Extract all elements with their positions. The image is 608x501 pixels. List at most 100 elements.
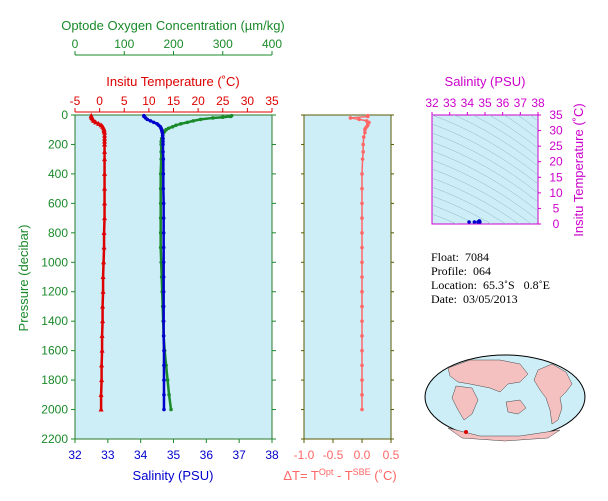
temperature-point [102,132,108,138]
axis-tick-label: 10 [142,94,156,108]
ts-xtick-label: 36 [496,96,510,110]
salinity-point [161,172,166,176]
temperature-axis-title: Insitu Temperature (˚C) [106,74,239,89]
salinity-tick-label: 38 [265,448,279,462]
salinity-tick-label: 36 [200,448,214,462]
float-location-marker [464,430,468,434]
pressure-tick-label: 800 [48,226,68,240]
delta-t-point [360,157,365,161]
temperature-point [99,377,105,383]
salinity-point [148,119,153,123]
salinity-tick-label: 37 [232,448,246,462]
oxygen-point [158,216,163,220]
temperature-point [96,120,102,126]
salinity-point [161,334,166,338]
oxygen-axis-title: Optode Oxygen Concentration (µm/kg) [61,18,285,33]
oxygen-point [185,120,190,125]
delta-t-point [360,275,364,279]
oxygen-point [198,117,203,122]
density-contour [432,213,458,224]
axis-tick-label: 30 [241,94,255,108]
salinity-tick-label: 35 [167,448,181,462]
salinity-tick-label: 33 [101,448,115,462]
delta-t-point [360,304,364,309]
delta-t-tick-label: -1.0 [294,448,315,462]
oxygen-point [220,115,225,120]
temperature-point [100,274,106,279]
delta-t-point [361,150,365,154]
pressure-tick-label: 0 [61,108,68,122]
delta-t-point [360,334,364,338]
salinity-point [162,378,166,382]
delta-t-point [366,114,370,119]
map-land-americas [533,363,573,425]
temperature-point [102,185,108,191]
world-map [424,354,586,442]
ts-xtick-label: 37 [514,96,528,110]
oxygen-point [158,186,163,191]
pressure-tick-label: 1200 [41,285,68,299]
delta-t-series [348,113,371,412]
delta-t-tick-label: 0.0 [354,448,371,462]
map-land-antarctica [447,427,561,442]
salinity-point [161,157,166,161]
salinity-point [162,407,166,412]
ts-xtick-label: 38 [531,96,545,110]
oxygen-point [174,123,178,128]
density-contour [432,123,538,185]
oxygen-point [228,114,233,119]
delta-t-point [360,363,364,368]
delta-t-point [360,407,364,412]
temperature-point [99,362,105,368]
temperature-point [101,244,107,250]
density-contour [432,150,538,212]
profile-panel: 0200400600800100012001400160018002000220… [16,18,285,483]
ts-ytick-label: 30 [549,124,563,138]
float-id: Float: 7084 [431,250,490,264]
map-land-africa [451,385,479,421]
oxygen-point [159,260,163,265]
pressure-tick-label: 1600 [41,344,68,358]
delta-t-point [363,127,367,132]
oxygen-point [158,231,163,235]
density-contour [488,115,538,149]
temperature-point [102,135,108,141]
delta-t-point [360,348,364,353]
density-contour [432,159,538,221]
temperature-point [102,215,108,221]
ts-point [478,220,482,224]
ts-xtick-label: 32 [425,96,439,110]
salinity-axis-title: Salinity (PSU) [133,468,214,483]
delta-t-point [360,186,364,191]
delta-t-point [348,116,353,120]
salinity-point [162,348,166,353]
profile-date: Date: 03/05/2013 [431,292,518,306]
oxygen-point [158,172,163,176]
temperature-axis: -5 0 5 10 15 20 25 30 35 [70,94,279,113]
oxygen-point [191,119,195,123]
pressure-axis: 0 200 400 600 800 1000 1200 1400 1600 1800 2000 220… [41,108,276,446]
temperature-point [102,141,108,147]
temperature-point [102,129,108,135]
pressure-tick-label: 2000 [41,403,68,417]
ts-series [467,219,482,224]
temperature-point [100,318,106,324]
delta-t-point [360,231,364,235]
salinity-point [162,363,166,368]
axis-tick-label: 20 [191,94,205,108]
delta-t-point [360,319,364,323]
delta-t-tick-label: -0.5 [323,448,344,462]
temperature-point [98,391,104,397]
oxygen-point [179,122,183,126]
salinity-point [161,245,166,250]
axis-tick-label: 25 [216,94,230,108]
oxygen-point [170,124,175,129]
pressure-tick-label: 400 [48,167,68,181]
salinity-point [161,319,166,323]
salinity-point [161,150,165,154]
delta-t-point [360,245,364,250]
delta-t-point [360,289,364,294]
salinity-tick-label: 32 [68,448,82,462]
ts-point [467,220,471,224]
temperature-point [102,156,108,162]
